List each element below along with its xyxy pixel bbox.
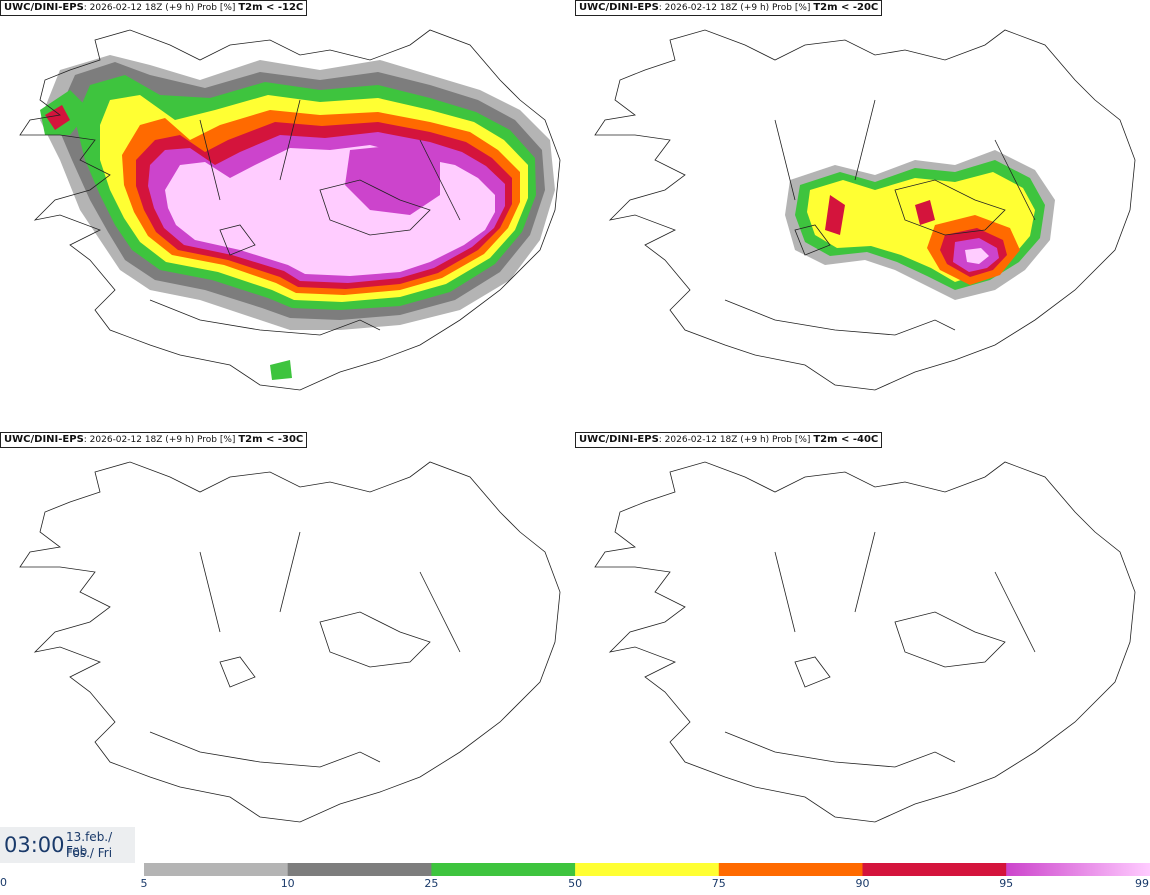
valid-date: 13.feb./ Feb [66, 830, 113, 858]
iceland-map [594, 29, 1136, 391]
legend-tick-label: 75 [712, 877, 726, 890]
probability-fields [40, 55, 555, 380]
legend-tick-label: 90 [856, 877, 870, 890]
model-name: UWC/DINI-EPS [579, 434, 659, 445]
iceland-map [594, 461, 1136, 823]
iceland-map [19, 461, 561, 823]
iceland-map [19, 29, 561, 391]
legend-swatch-75-90 [718, 863, 863, 876]
model-name: UWC/DINI-EPS [579, 2, 659, 13]
color-legend: 0 5 10 25 50 75 90 95 99 [0, 862, 1150, 891]
legend-bar: 5 10 25 50 75 90 95 99 [141, 863, 1150, 890]
threshold-label: T2m < -20C [813, 2, 879, 13]
map-panel-t2m-minus-40: UWC/DINI-EPS: 2026-02-12 18Z (+9 h) Prob… [575, 432, 1150, 864]
threshold-label: T2m < -40C [813, 434, 879, 445]
legend-tick-label: 50 [568, 877, 582, 890]
coastline [594, 29, 1136, 391]
coastline [19, 29, 561, 391]
legend-tick-label: 25 [424, 877, 438, 890]
run-info: : 2026-02-12 18Z (+9 h) Prob [%] [658, 3, 814, 13]
legend-swatch-90-95 [862, 863, 1007, 876]
map-panel-t2m-minus-30: UWC/DINI-EPS: 2026-02-12 18Z (+9 h) Prob… [0, 432, 575, 864]
map-panel-t2m-minus-12: UWC/DINI-EPS: 2026-02-12 18Z (+9 h) Prob… [0, 0, 575, 432]
run-info: : 2026-02-12 18Z (+9 h) Prob [%] [83, 3, 239, 13]
valid-time: 03:00 [4, 833, 65, 857]
legend-swatch-50-75 [575, 863, 720, 876]
model-name: UWC/DINI-EPS [4, 434, 84, 445]
legend-swatch-10-25 [287, 863, 432, 876]
model-name: UWC/DINI-EPS [4, 2, 84, 13]
panel-title: UWC/DINI-EPS: 2026-02-12 18Z (+9 h) Prob… [575, 0, 883, 16]
run-info: : 2026-02-12 18Z (+9 h) Prob [%] [658, 435, 814, 445]
legend-tick-label: 10 [281, 877, 295, 890]
legend-tick-label: 95 [999, 877, 1013, 890]
coastline [19, 461, 561, 823]
legend-tick-label: 99 [1135, 877, 1149, 890]
legend-zero-label: 0 [0, 876, 7, 889]
threshold-label: T2m < -12C [238, 2, 304, 13]
map-panel-t2m-minus-20: UWC/DINI-EPS: 2026-02-12 18Z (+9 h) Prob… [575, 0, 1150, 432]
legend-swatch-95-99 [1006, 863, 1150, 876]
legend-tick-label: 5 [141, 877, 148, 890]
panel-title: UWC/DINI-EPS: 2026-02-12 18Z (+9 h) Prob… [575, 432, 883, 448]
panel-title: UWC/DINI-EPS: 2026-02-12 18Z (+9 h) Prob… [0, 432, 308, 448]
legend-swatch-25-50 [431, 863, 576, 876]
probability-fields [785, 150, 1055, 300]
threshold-label: T2m < -30C [238, 434, 304, 445]
legend-swatch-5-10 [144, 863, 289, 876]
valid-time-box: 03:00 13.feb./ Feb Fös./ Fri [0, 827, 135, 863]
panel-title: UWC/DINI-EPS: 2026-02-12 18Z (+9 h) Prob… [0, 0, 308, 16]
valid-day: Fös./ Fri [66, 846, 113, 860]
coastline [594, 461, 1136, 823]
run-info: : 2026-02-12 18Z (+9 h) Prob [%] [83, 435, 239, 445]
